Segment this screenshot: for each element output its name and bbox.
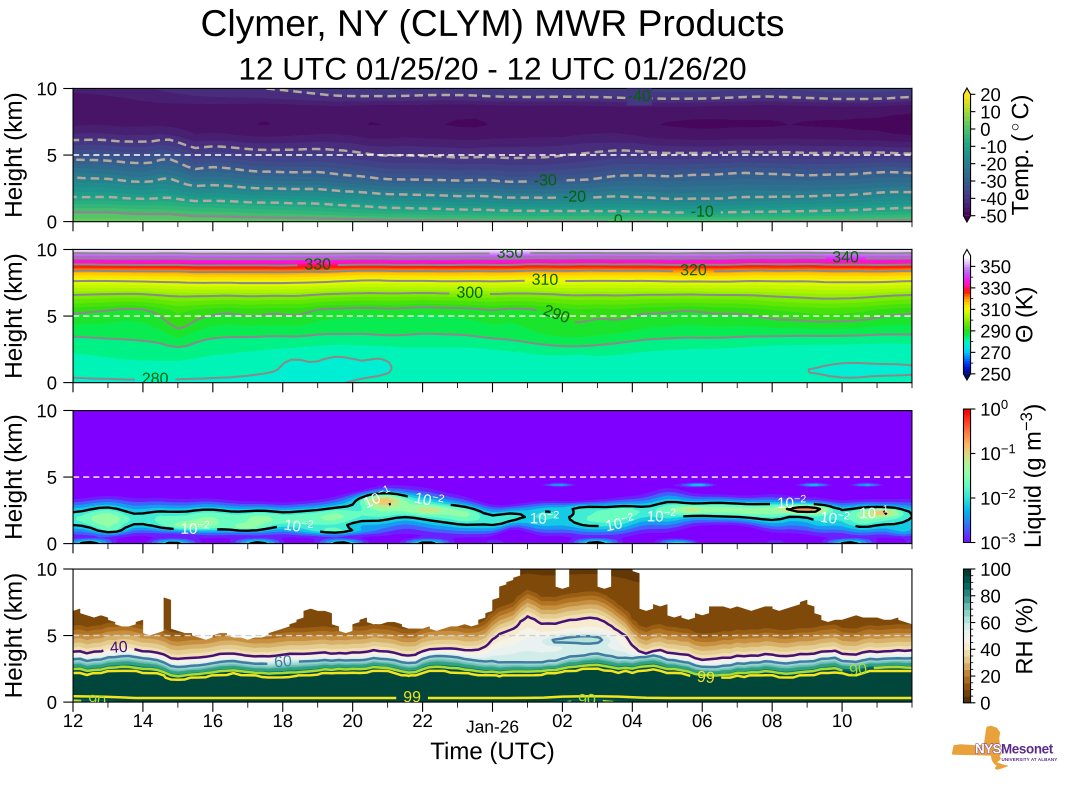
svg-text:Mesonet: Mesonet [1001,742,1054,757]
svg-text:NYS: NYS [975,742,1002,757]
svg-text:UNIVERSITY AT ALBANY: UNIVERSITY AT ALBANY [1002,757,1058,762]
